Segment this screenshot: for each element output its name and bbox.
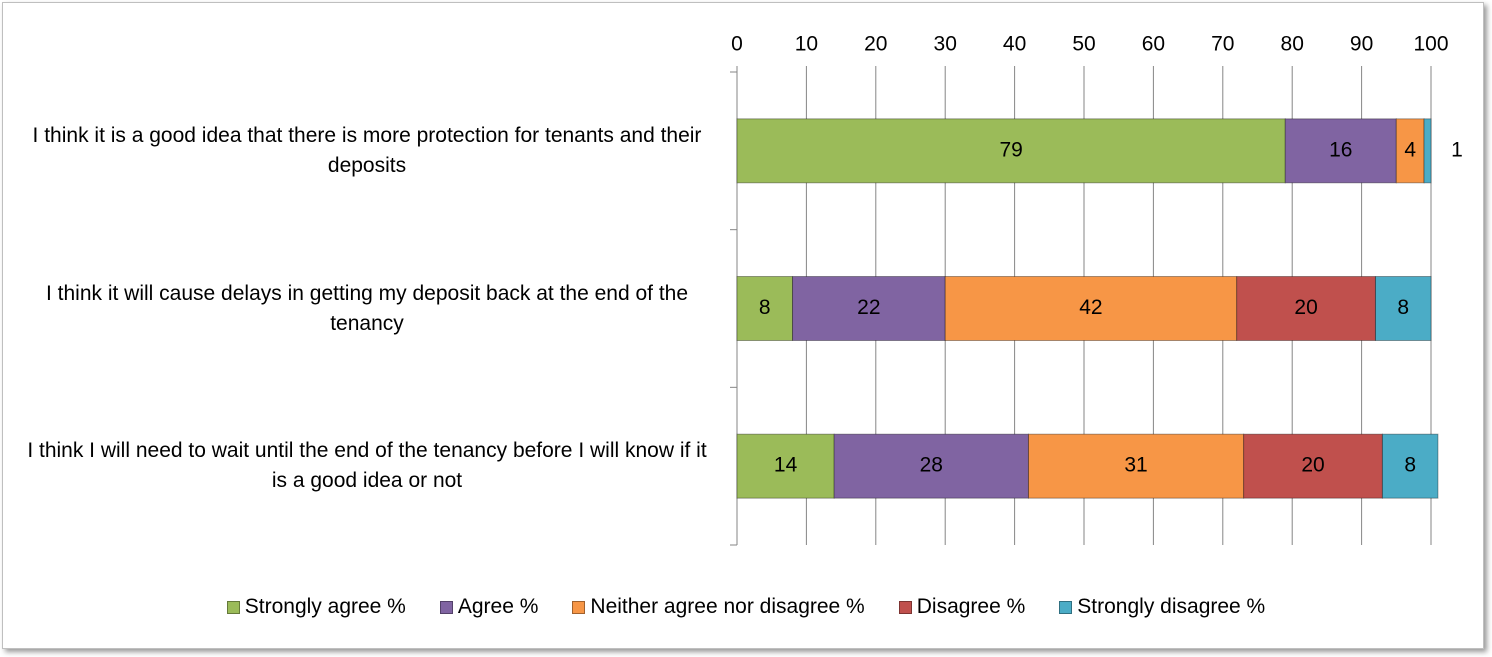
bar-segment [1243, 433, 1383, 499]
data-label: 31 [1124, 454, 1147, 477]
legend-swatch [439, 600, 453, 614]
legend-item: Disagree % [898, 595, 1026, 619]
legend-label: Agree % [457, 595, 539, 618]
legend-label: Neither agree nor disagree % [590, 595, 865, 618]
category-label: I think I will need to wait until the en… [27, 439, 707, 493]
x-tick-label: 90 [1350, 33, 1373, 56]
legend-item: Agree % [439, 595, 539, 619]
data-label: 1 [1451, 138, 1463, 161]
legend-swatch [898, 600, 912, 614]
legend-item: Neither agree nor disagree % [572, 595, 865, 619]
bar-segment [736, 118, 1286, 184]
x-tick-label: 30 [934, 33, 957, 56]
bar-segment [1374, 276, 1432, 341]
x-tick-label: 20 [864, 33, 887, 56]
bar-segment [833, 433, 1029, 499]
legend-swatch [572, 600, 586, 614]
data-label: 22 [857, 296, 880, 319]
data-label: 20 [1301, 454, 1324, 477]
bar-segment [1236, 276, 1376, 341]
legend-item: Strongly agree % [226, 595, 406, 619]
bar-segment [736, 433, 835, 499]
x-tick-label: 100 [1413, 33, 1448, 56]
legend-label: Disagree % [916, 595, 1026, 618]
bar-segment [792, 276, 946, 341]
data-label: 8 [759, 296, 771, 319]
bar-segment [1423, 118, 1432, 184]
data-label: 8 [1397, 296, 1409, 319]
bar-segment [944, 276, 1238, 341]
data-label: 42 [1079, 296, 1102, 319]
bar-segment [1395, 118, 1425, 184]
data-label: 14 [774, 454, 798, 477]
legend-swatch [226, 600, 240, 614]
data-label: 20 [1294, 296, 1317, 319]
data-label: 8 [1404, 454, 1416, 477]
legend-label: Strongly disagree % [1077, 595, 1266, 618]
x-tick-label: 50 [1072, 33, 1095, 56]
x-tick-label: 0 [731, 33, 743, 56]
legend-item: Strongly disagree % [1059, 595, 1265, 619]
data-label: 4 [1404, 138, 1416, 161]
x-tick-label: 80 [1281, 33, 1304, 56]
x-tick-label: 10 [795, 33, 818, 56]
bar-segment [1381, 433, 1439, 499]
legend-swatch [1059, 600, 1073, 614]
bar-segment [736, 276, 794, 341]
category-label: I think it is a good idea that there is … [32, 123, 702, 177]
data-label: 79 [999, 138, 1022, 161]
data-label: 28 [920, 454, 943, 477]
bar-segment [1027, 433, 1245, 499]
category-label: I think it will cause delays in getting … [45, 281, 689, 335]
legend: Strongly agree % Agree % Neither agree nor… [0, 595, 1492, 619]
data-label: 16 [1329, 138, 1352, 161]
x-tick-label: 70 [1211, 33, 1234, 56]
legend-label: Strongly agree % [244, 595, 406, 618]
bar-segment [1284, 118, 1397, 184]
x-tick-label: 60 [1142, 33, 1165, 56]
x-tick-label: 40 [1003, 33, 1026, 56]
